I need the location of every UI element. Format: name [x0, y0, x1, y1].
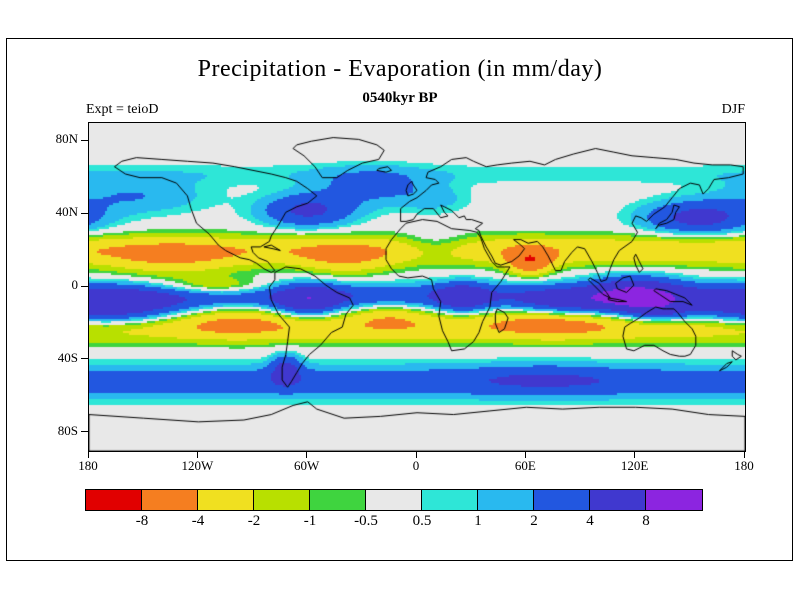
- x-axis-tick: [196, 451, 198, 458]
- colorbar-label: -8: [135, 513, 149, 529]
- colorbar-segment: [310, 490, 366, 510]
- colorbar-segment: [198, 490, 254, 510]
- colorbar-segment: [366, 490, 422, 510]
- map-panel: [88, 122, 746, 452]
- colorbar-label: 2: [530, 513, 538, 529]
- y-axis-label: 0: [71, 277, 79, 292]
- colorbar-label: 4: [586, 513, 594, 529]
- colorbar-label: 8: [642, 513, 650, 529]
- x-axis-tick: [87, 451, 89, 458]
- colorbar-label: -1: [303, 513, 317, 529]
- x-axis-label: 60E: [514, 458, 536, 473]
- y-axis-label: 40N: [55, 204, 78, 220]
- chart-title: Precipitation - Evaporation (in mm/day): [197, 56, 603, 82]
- colorbar-segment: [534, 490, 590, 510]
- y-axis-tick: [81, 285, 88, 287]
- y-axis-label: 40S: [57, 349, 78, 365]
- colorbar-label: 0.5: [412, 513, 432, 529]
- chart-subtitle: 0540kyr BP: [362, 90, 438, 106]
- y-axis-label: 80N: [55, 131, 78, 147]
- colorbar-label: -0.5: [354, 513, 378, 529]
- colorbar-label: -2: [247, 513, 261, 529]
- y-axis-tick: [81, 431, 88, 433]
- x-axis-label: 60W: [294, 458, 320, 473]
- colorbar-segment: [590, 490, 646, 510]
- experiment-label: Expt = teioD: [86, 102, 159, 117]
- colorbar-label: -4: [191, 513, 205, 529]
- x-axis-tick: [634, 451, 636, 458]
- y-axis-tick: [81, 358, 88, 360]
- x-axis-tick: [306, 451, 308, 458]
- x-axis-label: 180: [78, 458, 98, 473]
- colorbar-label: 1: [474, 513, 482, 529]
- colorbar-segment: [254, 490, 310, 510]
- colorbar-segment: [422, 490, 478, 510]
- x-axis-label: 120W: [181, 458, 214, 473]
- colorbar-segment: [142, 490, 198, 510]
- colorbar-labels: -8 -4 -2 -1 -0.5 0.5 1 2 4 8: [85, 513, 703, 531]
- outer-frame: [6, 38, 793, 561]
- world-map-canvas: [89, 123, 745, 451]
- x-axis-label: 180: [734, 458, 754, 473]
- x-axis-tick: [415, 451, 417, 458]
- y-axis-label: 80S: [57, 422, 78, 438]
- colorbar: [85, 489, 703, 511]
- x-axis-tick: [524, 451, 526, 458]
- colorbar-segment: [646, 490, 702, 510]
- colorbar-segment: [86, 490, 142, 510]
- x-axis-label: 0: [412, 458, 420, 473]
- x-axis-tick: [743, 451, 745, 458]
- y-axis-tick: [81, 212, 88, 214]
- season-label: DJF: [721, 102, 745, 117]
- colorbar-segment: [478, 490, 534, 510]
- y-axis-tick: [81, 139, 88, 141]
- x-axis-label: 120E: [620, 458, 649, 473]
- header-row: Expt = teioD DJF: [86, 102, 745, 118]
